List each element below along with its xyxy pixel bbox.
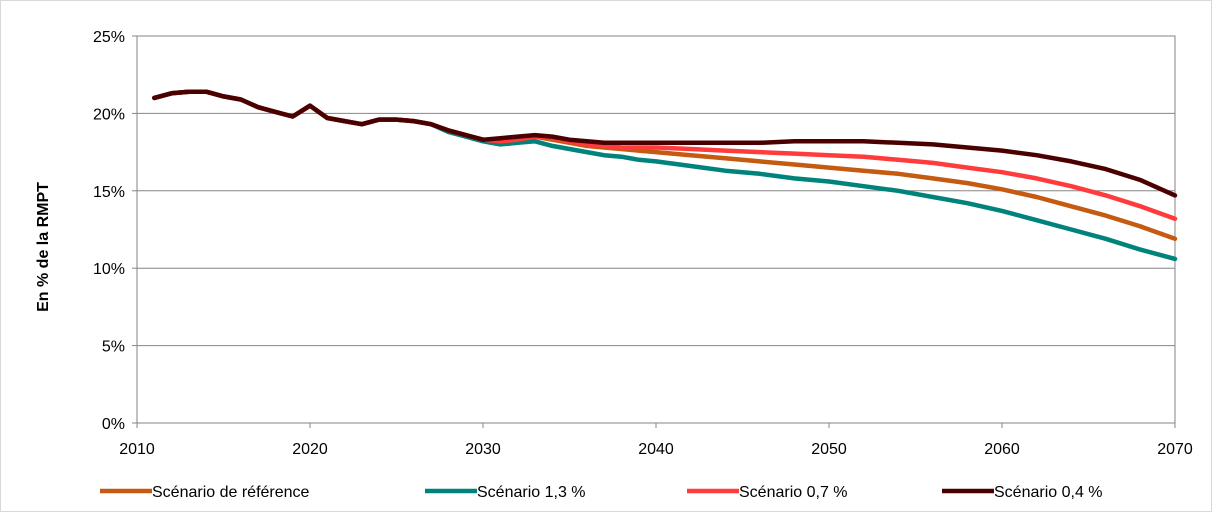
plot-area-border (136, 35, 1176, 424)
legend: Scénario de référence Scénario 1,3 % Scéna… (100, 484, 1103, 501)
legend-label-1: Scénario 1,3 % (477, 484, 586, 501)
y-tick-label: 5% (102, 339, 125, 356)
x-tick-label: 2020 (292, 441, 328, 458)
x-axis-ticks: 2010 2020 2030 2040 2050 2060 2070 (119, 423, 1193, 458)
y-axis-ticks: 0% 5% 10% 15% 20% 25% (93, 29, 137, 433)
x-tick-label: 2060 (984, 441, 1020, 458)
gridlines (137, 35, 1175, 347)
y-axis-title: En % de la RMPT (35, 182, 52, 312)
x-tick-label: 2010 (119, 441, 155, 458)
legend-label-0: Scénario de référence (152, 484, 310, 501)
y-tick-label: 20% (93, 106, 125, 123)
series-lines (152, 89, 1178, 262)
x-tick-label: 2040 (638, 441, 674, 458)
x-tick-label: 2070 (1157, 441, 1193, 458)
y-tick-label: 10% (93, 261, 125, 278)
x-tick-label: 2030 (465, 441, 501, 458)
y-tick-label: 15% (93, 184, 125, 201)
x-tick-label: 2050 (811, 441, 847, 458)
series-line-3 (152, 89, 1178, 198)
legend-label-2: Scénario 0,7 % (739, 484, 848, 501)
y-tick-label: 25% (93, 29, 125, 46)
legend-label-3: Scénario 0,4 % (994, 484, 1103, 501)
y-tick-label: 0% (102, 416, 125, 433)
